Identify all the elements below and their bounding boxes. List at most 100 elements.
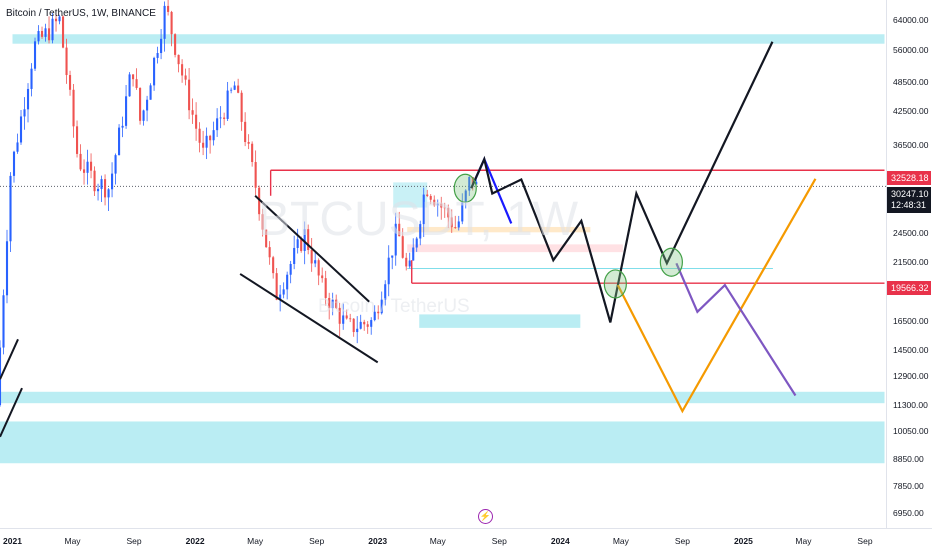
candle-body [142,110,145,121]
candle-body [198,128,201,143]
candle-body [356,328,359,333]
candle-body [188,79,191,111]
time-tick-label: 2025 [733,536,753,546]
candle-body [79,153,82,170]
current-price-tag: 30247.10 12:48:31 [887,187,931,213]
candle-body [181,64,184,76]
candle-body [433,199,436,206]
candle-body [9,175,12,242]
candle-body [401,236,404,258]
price-chart[interactable] [0,0,932,528]
candle-body [464,190,467,203]
support-zone-2 [0,391,885,404]
candle-body [223,117,226,119]
candle-body [153,57,156,86]
candle-body [265,229,268,248]
price-tick-label: 36500.00 [893,139,929,150]
candle-body [324,278,327,298]
candle-body [300,239,303,251]
candle-body [436,203,439,206]
candle-body [370,320,373,327]
candle-body [338,307,341,324]
candle-body [384,284,387,300]
candle-body [47,28,51,41]
candle-body [114,155,117,174]
candle-body [191,110,194,115]
candle-body [160,38,163,54]
candle-body [40,30,44,37]
candle-body [317,260,320,276]
time-tick-label: May [795,536,812,546]
candle-body [303,229,306,251]
candle-body [51,18,54,41]
current-price-value: 30247.10 [891,189,929,199]
candle-body [90,161,93,171]
candle-body [93,170,96,192]
price-tick-label: 21500.00 [893,257,929,268]
lightning-icon[interactable]: ⚡ [478,509,493,524]
candle-body [293,247,296,264]
candle-body [296,239,299,248]
candle-body [209,135,212,141]
candle-body [272,257,275,274]
candle-body [342,315,345,324]
trendline-upper-left [0,338,19,380]
candle-body [349,318,352,320]
candle-body [19,116,23,143]
candle-body [314,260,317,264]
price-tick-label: 10050.00 [893,426,929,437]
candle-body [454,227,457,228]
candle-body [128,74,131,97]
candle-body [132,74,135,80]
candle-body [135,79,138,88]
time-tick-label: Sep [857,536,873,546]
candle-body [2,295,5,348]
price-axis[interactable]: 64000.00 56000.00 48500.00 42500.00 36500.00… [886,0,932,528]
time-tick-label: 2023 [368,536,388,546]
candle-body [230,89,233,91]
price-tick-label: 56000.00 [893,44,929,55]
candle-body [68,75,72,90]
candle-body [426,194,429,197]
candle-body [447,207,450,218]
candle-body [254,162,257,188]
candle-body [286,274,289,290]
candle-body [54,18,58,22]
candle-body [97,188,100,192]
candle-body [205,135,208,148]
candle-body [125,96,128,126]
candle-body [345,315,348,319]
resistance-price-tag: 32528.18 [887,171,931,185]
candle-body [163,5,166,39]
channel-line-1 [239,273,379,364]
candle-body [373,311,376,321]
support-zone-0 [12,34,885,44]
candle-body [247,142,250,144]
candle-body [82,169,86,173]
pivot-circle-1 [603,269,627,299]
candle-body [61,16,65,48]
candle-body [377,311,380,314]
candle-body [450,217,453,228]
support-price-tag: 19566.32 [887,281,931,295]
candle-body [387,257,390,285]
price-tick-label: 8850.00 [893,454,924,465]
candle-body [422,194,425,225]
candle-body [37,30,40,42]
candle-body [146,99,149,111]
candle-body [468,177,471,191]
price-tick-label: 42500.00 [893,105,929,116]
candle-body [118,127,121,156]
time-axis[interactable]: 2021 May Sep 2022 May Sep 2023 May Sep 2024 May Sep… [0,528,932,551]
candle-body [310,249,313,264]
candle-body [335,299,338,308]
candle-body [23,109,26,117]
candle-body [275,273,278,300]
time-tick-label: Sep [309,536,325,546]
candle-body [440,203,443,208]
name-watermark: Bitcoin / TetherUS [318,296,470,317]
candle-body [156,53,159,58]
candle-body [268,247,271,258]
time-tick-label: May [247,536,264,546]
candle-body [139,87,142,121]
